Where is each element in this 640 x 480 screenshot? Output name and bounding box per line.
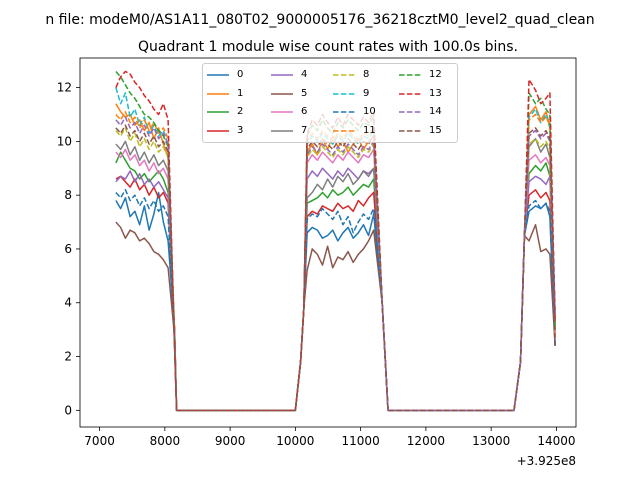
y-tick-label: 12 <box>57 81 72 95</box>
legend-label: 10 <box>363 106 376 117</box>
y-tick-label: 6 <box>64 242 72 256</box>
legend-label: 1 <box>237 87 244 99</box>
legend: 0 1 2 3 4 5 6 7 8 9 10 11 12 13 14 15 <box>202 63 458 143</box>
y-tick-label: 0 <box>64 403 72 417</box>
x-tick-label: 13000 <box>472 434 510 448</box>
legend-swatch <box>207 129 229 132</box>
legend-label: 15 <box>429 124 442 136</box>
legend-label: 0 <box>237 69 244 80</box>
x-tick-label: 14000 <box>537 434 575 448</box>
legend-swatch <box>399 111 421 113</box>
figure-suptitle: n file: modeM0/AS1A11_080T02_9000005176_… <box>45 12 594 28</box>
legend-swatch <box>399 129 421 132</box>
legend-swatch <box>399 92 421 95</box>
legend-label: 2 <box>237 106 244 117</box>
legend-label: 13 <box>429 87 442 99</box>
chart-title: Quadrant 1 module wise count rates with … <box>138 39 518 55</box>
y-tick-label: 4 <box>64 296 72 310</box>
legend-swatch <box>271 74 293 76</box>
legend-label: 8 <box>363 69 370 80</box>
y-tick-label: 10 <box>57 134 72 148</box>
legend-swatch <box>207 74 229 76</box>
x-tick-label: 10000 <box>276 434 314 448</box>
legend-label: 5 <box>301 87 308 99</box>
legend-label: 7 <box>301 124 308 136</box>
legend-label: 11 <box>363 124 376 136</box>
legend-swatch <box>399 74 421 76</box>
legend-label: 4 <box>301 69 308 80</box>
legend-label: 14 <box>429 106 442 117</box>
y-tick-label: 2 <box>64 350 72 364</box>
legend-label: 9 <box>363 87 370 99</box>
legend-swatch <box>271 111 293 113</box>
legend-swatch <box>271 129 293 132</box>
legend-swatch <box>333 111 355 113</box>
y-tick-label: 8 <box>64 188 72 202</box>
x-offset-text: +3.925e8 <box>517 454 576 468</box>
x-tick-label: 8000 <box>150 434 181 448</box>
legend-swatch <box>333 129 355 132</box>
axes-frame <box>79 57 577 428</box>
legend-swatch <box>333 74 355 76</box>
legend-swatch <box>271 92 293 95</box>
x-tick-label: 7000 <box>84 434 115 448</box>
legend-label: 6 <box>301 106 308 117</box>
x-axis: 7000 8000 9000 10000 11000 12000 13000 14000 <box>84 427 576 448</box>
series-line-14 <box>115 116 556 412</box>
x-tick-label: 11000 <box>342 434 380 448</box>
x-tick-label: 9000 <box>215 434 246 448</box>
series-line-13 <box>115 70 556 412</box>
legend-label: 12 <box>429 69 442 80</box>
legend-label: 3 <box>237 124 244 136</box>
legend-swatch <box>207 111 229 113</box>
y-axis: 0 2 4 6 8 10 12 <box>57 81 80 417</box>
legend-swatch <box>207 92 229 95</box>
x-tick-label: 12000 <box>407 434 445 448</box>
series-line-8 <box>115 127 556 412</box>
legend-swatch <box>333 92 355 95</box>
